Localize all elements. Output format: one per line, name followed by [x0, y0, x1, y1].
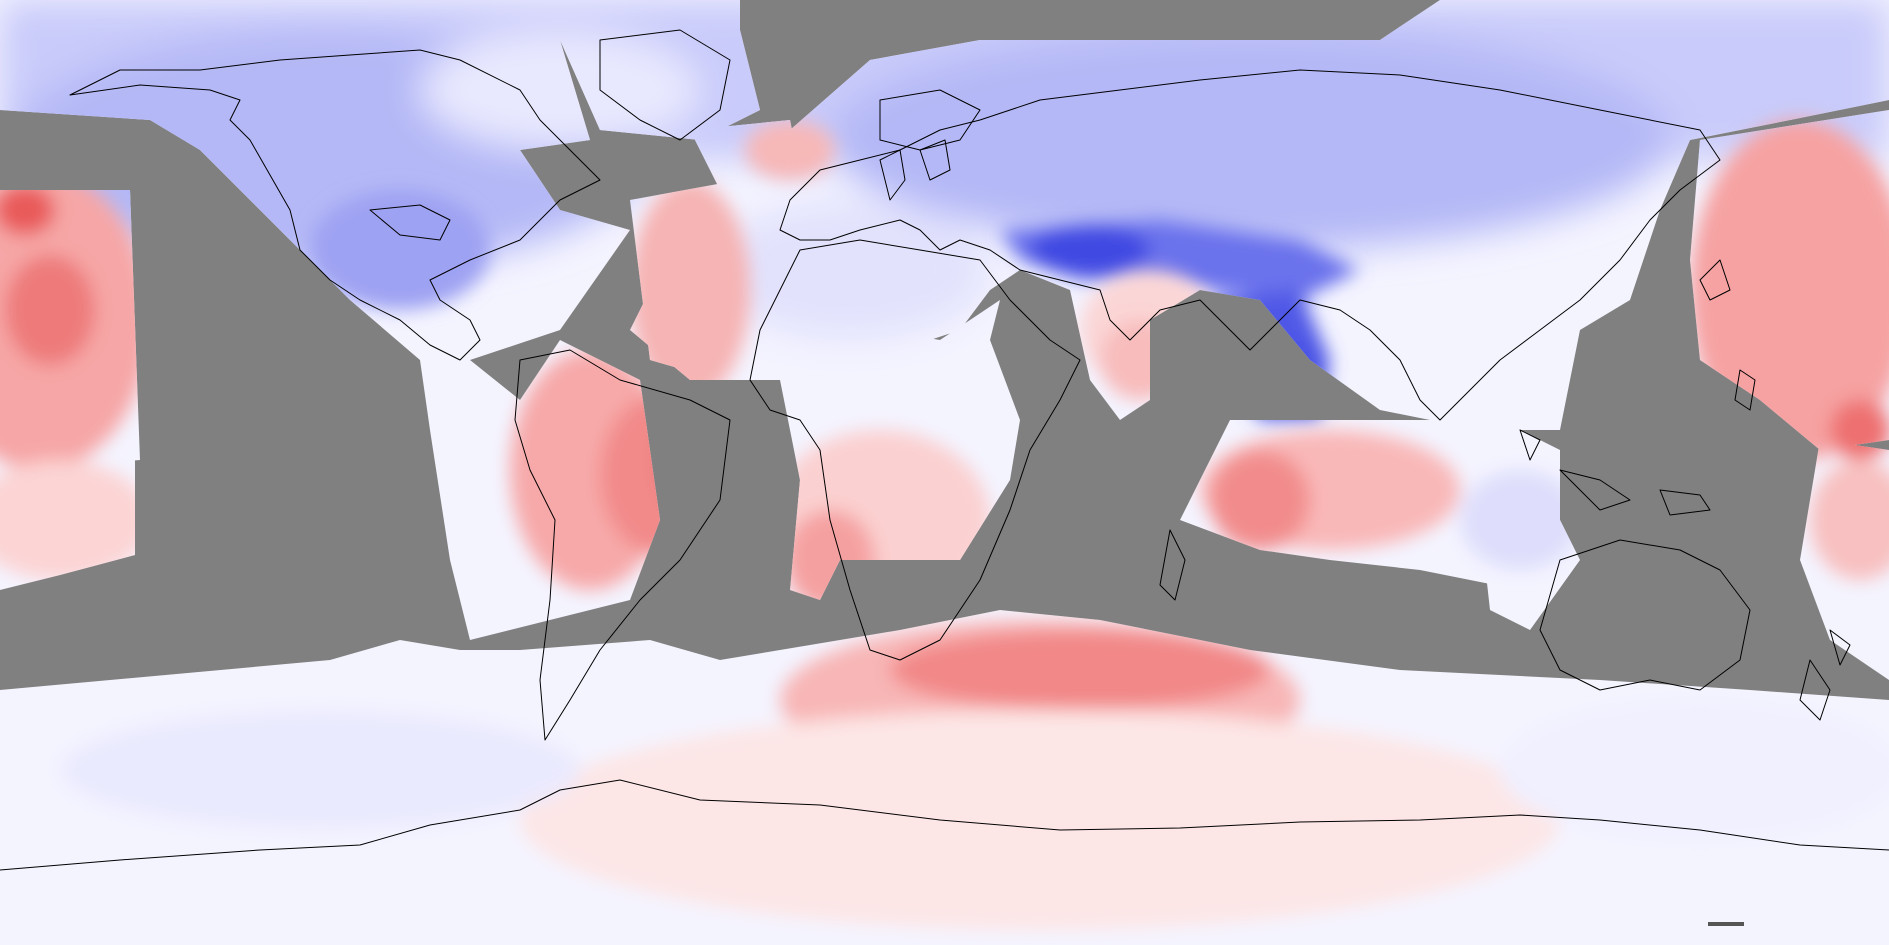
coastlines — [0, 29, 1889, 871]
coast-australia — [1539, 539, 1751, 691]
coast-antarctica — [0, 779, 1889, 871]
coast-africa — [749, 239, 1081, 661]
coast-greenland — [599, 29, 731, 141]
coast-south-america — [514, 349, 731, 741]
scale-mark — [1708, 922, 1744, 926]
coast-eurasia — [779, 69, 1721, 421]
coast-north-america — [69, 49, 601, 361]
